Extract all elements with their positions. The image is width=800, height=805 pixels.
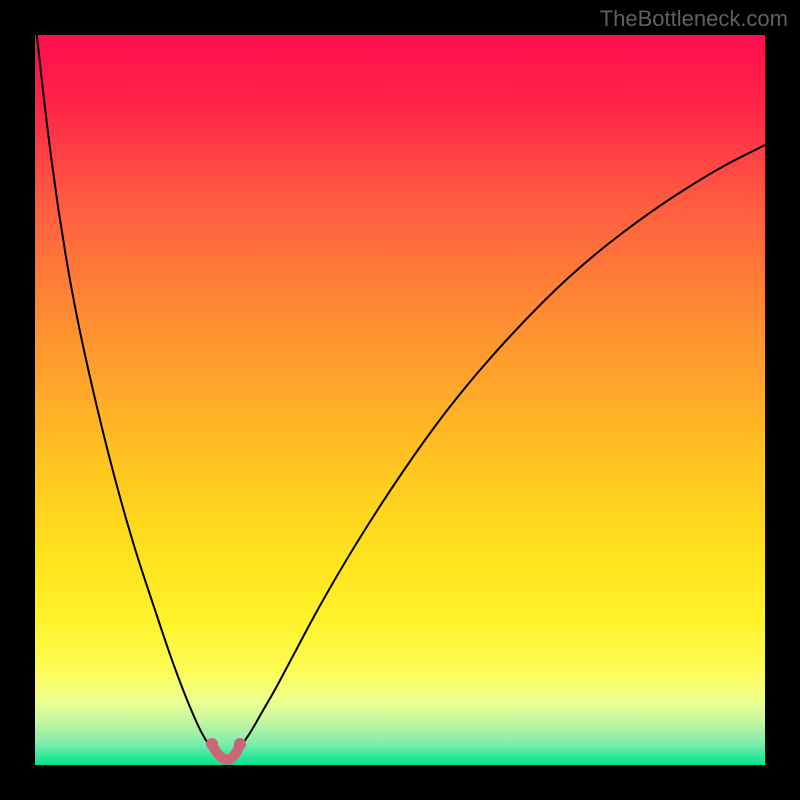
chart-frame: TheBottleneck.com: [0, 0, 800, 800]
bottleneck-chart: [0, 0, 800, 800]
gradient-background: [35, 35, 765, 765]
watermark-text: TheBottleneck.com: [600, 6, 788, 32]
valley-marker-right-end: [234, 738, 246, 750]
valley-marker-left-end: [206, 738, 218, 750]
